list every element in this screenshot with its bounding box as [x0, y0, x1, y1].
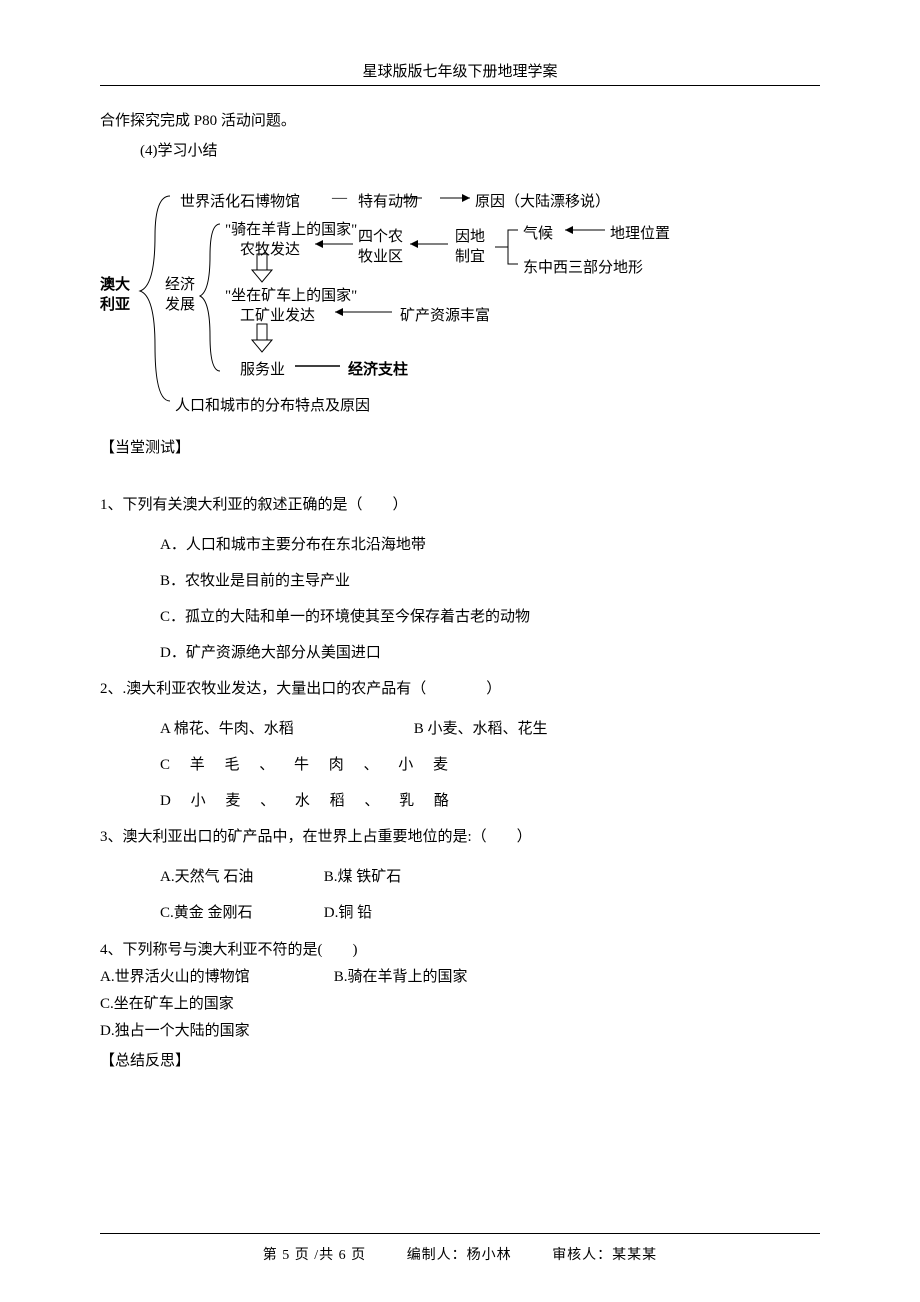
- header-underline: [100, 85, 820, 86]
- footer-underline: [100, 1233, 820, 1234]
- q1-opt-c: C．孤立的大陆和单一的环境使其至今保存着古老的动物: [160, 599, 820, 635]
- diagram-branch1-end: 原因（大陆漂移说）: [475, 190, 610, 211]
- footer-page: 第 5 页 /共 6 页: [263, 1248, 366, 1263]
- diagram-branch1-dash: —: [332, 190, 347, 207]
- diagram-terrain: 东中西三部分地形: [523, 256, 643, 277]
- q4-opt-a: A.世界活火山的博物馆: [100, 964, 330, 991]
- q1-opt-d: D．矿产资源绝大部分从美国进口: [160, 635, 820, 671]
- q2-stem: 2、.澳大利亚农牧业发达，大量出口的农产品有（ ）: [100, 671, 820, 707]
- q2-opt-b: B 小麦、水稻、花生: [414, 711, 548, 747]
- q1-opt-b: B．农牧业是目前的主导产业: [160, 563, 820, 599]
- page-footer: 第 5 页 /共 6 页 编制人：杨小林 审核人：某某某: [100, 1233, 820, 1264]
- diagram-yindi: 因地制宜: [455, 228, 485, 267]
- summary-diagram: 澳大利亚 经济发展 世界活化石博物馆 — 特有动物 原因（大陆漂移说） "骑在羊…: [100, 176, 800, 416]
- diagram-econ: 经济发展: [165, 276, 195, 315]
- q4-opt-c: C.坐在矿车上的国家: [100, 991, 820, 1018]
- test-header: 【当堂测试】: [100, 436, 820, 457]
- footer-reviewer: 审核人：某某某: [552, 1248, 657, 1263]
- q3-options: A.天然气 石油 B.煤 铁矿石 C.黄金 金刚石 D.铜 铅: [160, 859, 820, 931]
- diagram-branch1: 世界活化石博物馆: [180, 190, 300, 211]
- diagram-mine-sub: 工矿业发达: [240, 304, 315, 325]
- q4-opt-b: B.骑在羊背上的国家: [334, 964, 468, 991]
- intro-line-2: (4)学习小结: [140, 136, 820, 166]
- intro-line-1: 合作探究完成 P80 活动问题。: [100, 106, 820, 136]
- q3-opt-d: D.铜 铅: [324, 895, 372, 931]
- diagram-svg: [100, 176, 800, 416]
- diagram-sheep-title: "骑在羊背上的国家": [225, 218, 357, 239]
- diagram-mine-title: "坐在矿车上的国家": [225, 284, 357, 305]
- q3-opt-c: C.黄金 金刚石: [160, 895, 320, 931]
- diagram-branch3: 人口和城市的分布特点及原因: [175, 394, 370, 415]
- q3-opt-b: B.煤 铁矿石: [324, 859, 402, 895]
- q4-opt-d: D.独占一个大陆的国家: [100, 1018, 820, 1045]
- q1-options: A．人口和城市主要分布在东北沿海地带 B．农牧业是目前的主导产业 C．孤立的大陆…: [160, 527, 820, 671]
- summary-header: 【总结反思】: [100, 1049, 820, 1070]
- diagram-geo-pos: 地理位置: [610, 222, 670, 243]
- diagram-mineral-rich: 矿产资源丰富: [400, 304, 490, 325]
- diagram-root: 澳大利亚: [100, 276, 130, 315]
- q2-options: A 棉花、牛肉、水稻 B 小麦、水稻、花生 C 羊 毛 、 牛 肉 、 小 麦 …: [160, 711, 820, 819]
- q3-stem: 3、澳大利亚出口的矿产品中，在世界上占重要地位的是:（ ）: [100, 819, 820, 855]
- page-header-title: 星球版版七年级下册地理学案: [100, 60, 820, 81]
- q1-stem: 1、下列有关澳大利亚的叙述正确的是（ ）: [100, 487, 820, 523]
- q1-opt-a: A．人口和城市主要分布在东北沿海地带: [160, 527, 820, 563]
- diagram-pillar: 经济支柱: [348, 358, 408, 379]
- diagram-branch1-mid: 特有动物: [358, 190, 418, 211]
- diagram-sheep-sub: 农牧发达: [240, 238, 300, 259]
- diagram-climate: 气候: [523, 222, 553, 243]
- diagram-four-zones: 四个农牧业区: [358, 228, 403, 267]
- q2-opt-c: C 羊 毛 、 牛 肉 、 小 麦: [160, 747, 605, 783]
- footer-text: 第 5 页 /共 6 页 编制人：杨小林 审核人：某某某: [100, 1244, 820, 1264]
- q4-block: 4、下列称号与澳大利亚不符的是( ) A.世界活火山的博物馆 B.骑在羊背上的国…: [100, 937, 820, 1045]
- q4-stem: 4、下列称号与澳大利亚不符的是( ): [100, 937, 820, 964]
- footer-author: 编制人：杨小林: [407, 1248, 512, 1263]
- diagram-service: 服务业: [240, 358, 285, 379]
- q3-opt-a: A.天然气 石油: [160, 859, 320, 895]
- q2-opt-a: A 棉花、牛肉、水稻: [160, 711, 410, 747]
- q2-opt-d: D 小 麦 、 水 稻 、 乳 酪: [160, 783, 457, 819]
